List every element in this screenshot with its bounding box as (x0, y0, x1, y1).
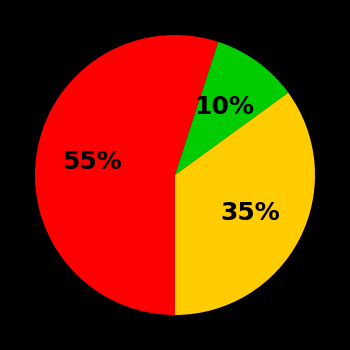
Wedge shape (35, 35, 218, 315)
Text: 35%: 35% (220, 201, 280, 225)
Wedge shape (175, 93, 315, 315)
Wedge shape (175, 42, 288, 175)
Text: 55%: 55% (62, 150, 122, 174)
Text: 10%: 10% (194, 95, 254, 119)
